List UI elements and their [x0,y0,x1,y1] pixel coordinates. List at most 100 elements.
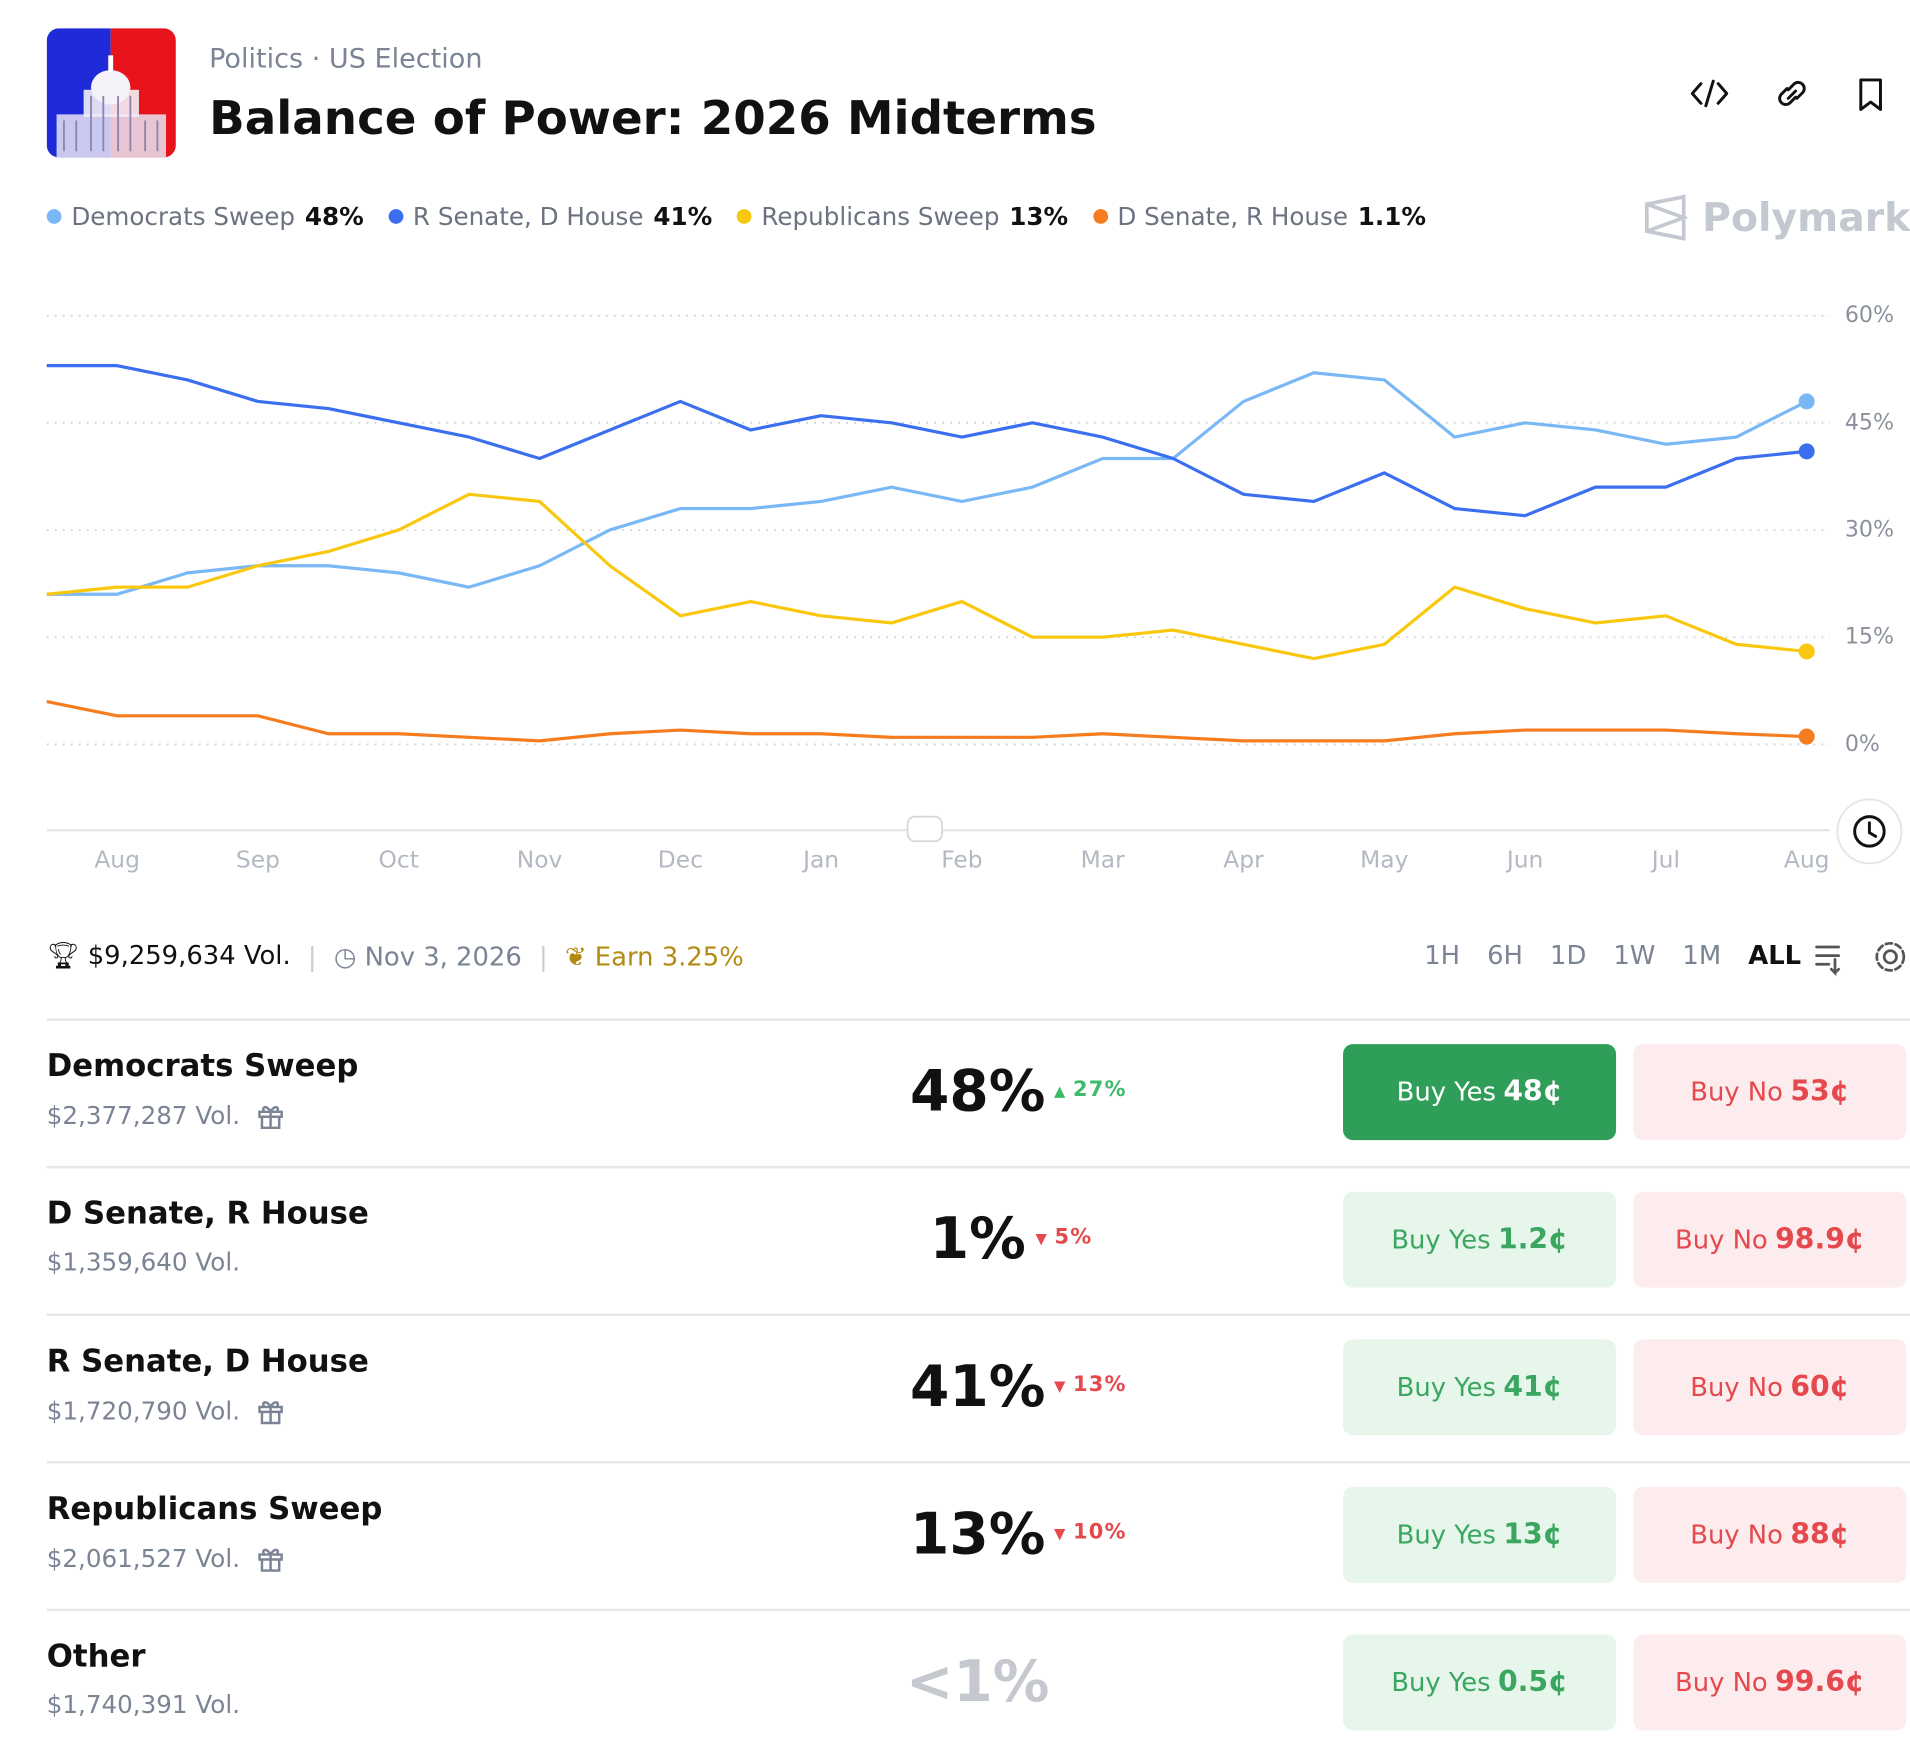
range-option[interactable]: ALL [1748,940,1802,971]
range-option[interactable]: 6H [1487,940,1523,971]
buy-no-label: Buy No [1690,1520,1783,1550]
buy-no-price: 99.6¢ [1775,1666,1865,1699]
outcome-change: ▼ 13% [1054,1373,1127,1398]
reward-icon[interactable] [255,1542,287,1574]
legend-dot [1092,209,1108,224]
buy-no-button[interactable]: Buy No 53¢ [1633,1044,1907,1141]
buy-yes-label: Buy Yes [1391,1224,1491,1255]
x-tick-label: Sep [236,845,280,873]
range-option[interactable]: 1M [1682,940,1722,971]
legend-item: Republicans Sweep 13% [736,201,1069,232]
earn-rate[interactable]: ❦ Earn 3.25% [564,941,744,971]
legend-value: 13% [1009,201,1069,232]
buy-yes-button[interactable]: Buy Yes 1.2¢ [1343,1191,1617,1288]
chart-tools [1815,941,1906,977]
brand-mark [1644,194,1688,241]
legend-dot [736,209,752,224]
buy-no-button[interactable]: Buy No 99.6¢ [1633,1634,1907,1731]
outcome-name[interactable]: Other [46,1638,146,1674]
end-date-text: Nov 3, 2026 [364,941,522,971]
total-volume: 🏆︎ $9,259,634 Vol. [46,940,291,971]
chart: 0% 15% 30% 45% 60% Aug Sep Oct Nov Dec Jan Feb Mar Ap… [46,302,1903,873]
x-tick-label: Dec [658,845,703,873]
stats-bar: 🏆︎ $9,259,634 Vol. | ◷ Nov 3, 2026 | ❦ E… [46,940,744,971]
y-tick-label: 0% [1845,731,1880,757]
end-point [1798,393,1815,410]
range-option[interactable]: 1D [1550,940,1587,971]
x-tick-label: Feb [941,845,982,873]
buy-no-button[interactable]: Buy No 60¢ [1633,1339,1907,1436]
brand-logo: Polymarket [1643,194,1910,241]
buy-no-button[interactable]: Buy No 88¢ [1633,1486,1907,1583]
outcome-name[interactable]: R Senate, D House [46,1343,369,1379]
outcome-name[interactable]: Republicans Sweep [46,1490,383,1527]
reward-icon[interactable] [255,1395,287,1427]
buy-yes-price: 41¢ [1503,1371,1563,1404]
buy-no-price: 98.9¢ [1775,1223,1865,1256]
legend-dot [388,209,404,224]
buy-yes-price: 13¢ [1503,1518,1563,1551]
breadcrumb-item[interactable]: Politics [209,44,304,76]
embed-button[interactable] [1690,79,1729,108]
outcome-volume: $1,359,640 Vol. [47,1247,240,1277]
buy-yes-button[interactable]: Buy Yes 0.5¢ [1343,1634,1617,1731]
reward-icon[interactable] [255,1100,287,1132]
buy-no-button[interactable]: Buy No 98.9¢ [1633,1191,1907,1288]
history-button[interactable] [1836,798,1903,865]
range-option[interactable]: 1W [1613,940,1656,971]
breadcrumb-item[interactable]: US Election [328,44,483,76]
series-line [46,364,1807,518]
change-arrow: ▲ [1054,1082,1073,1100]
total-volume-text: $9,259,634 Vol. [87,940,291,971]
range-handle[interactable] [906,815,944,843]
row-divider [46,1608,1910,1611]
legend-label: R Senate, D House [412,201,644,232]
market-icon [46,28,176,158]
outcome-name[interactable]: Democrats Sweep [46,1047,359,1084]
outcome-name[interactable]: D Senate, R House [46,1195,369,1232]
buy-no-price: 88¢ [1790,1518,1850,1551]
y-tick-label: 60% [1845,302,1894,328]
volume-text: $1,359,640 Vol. [46,1247,241,1277]
buy-yes-label: Buy Yes [1396,1077,1496,1107]
buy-yes-button[interactable]: Buy Yes 13¢ [1343,1486,1617,1583]
buy-yes-button[interactable]: Buy Yes 41¢ [1343,1339,1617,1436]
x-tick-label: Jun [1505,845,1544,873]
outcome-chance: <1% [906,1648,1050,1715]
legend-label: Republicans Sweep [761,201,1000,232]
x-tick-label: Apr [1223,845,1264,873]
legend-value: 1.1% [1357,201,1427,232]
x-tick-label: Jul [1650,845,1680,873]
legend-dot [46,209,62,224]
y-tick-label: 30% [1845,517,1894,543]
volume-text: $2,377,287 Vol. [46,1100,241,1131]
bookmark-button[interactable] [1859,78,1882,111]
range-option[interactable]: 1H [1424,940,1461,971]
buy-yes-button[interactable]: Buy Yes 48¢ [1343,1044,1617,1141]
outcome-chance: 41% [910,1352,1046,1420]
outcome-volume: $2,061,527 Vol. [47,1542,287,1574]
end-point [1798,728,1815,745]
buy-yes-price: 0.5¢ [1497,1666,1568,1699]
legend-item: D Senate, R House 1.1% [1092,201,1427,232]
sort-button[interactable] [1815,945,1841,977]
volume-text: $1,740,391 Vol. [46,1689,241,1720]
buy-yes-price: 1.2¢ [1497,1223,1568,1256]
legend-label: Democrats Sweep [71,201,296,232]
row-divider [46,1313,1910,1316]
change-text: 10% [1072,1520,1127,1545]
buy-no-label: Buy No [1690,1372,1783,1403]
legend: Democrats Sweep 48% R Senate, D House 41% Re… [46,201,1427,232]
outcome-volume: $1,720,790 Vol. [47,1395,287,1427]
link-button[interactable] [1778,80,1806,106]
change-arrow: ▼ [1054,1525,1073,1543]
settings-button[interactable] [1875,941,1906,972]
legend-value: 48% [304,201,364,232]
outcome-change: ▲ 27% [1054,1077,1127,1102]
buy-yes-price: 48¢ [1503,1076,1563,1109]
buy-no-label: Buy No [1675,1667,1768,1698]
y-tick-label: 15% [1845,624,1894,650]
row-divider [46,1018,1910,1021]
